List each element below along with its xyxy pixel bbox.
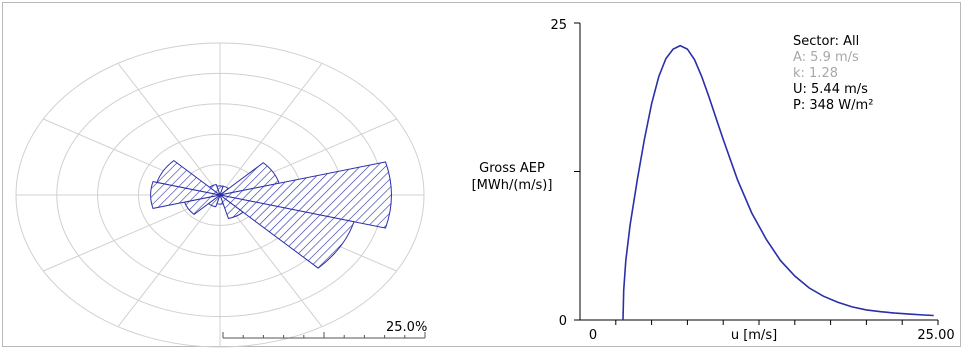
rose-sector-330: [208, 183, 222, 197]
wind-rose-sectors: [150, 159, 392, 269]
info-k: k: 1.28: [793, 66, 838, 81]
x-tick-label-right: 25.00: [917, 328, 954, 343]
x-tick-label-left: 0: [589, 328, 597, 343]
x-axis-label: u [m/s]: [731, 328, 777, 343]
wind-rose-scale-bar: [222, 332, 426, 339]
rose-spoke-150: [219, 194, 323, 327]
wind-rose-scale-label: 25.0%: [386, 320, 427, 335]
info-u: U: 5.44 m/s: [793, 82, 868, 97]
rose-sector-270: [150, 181, 221, 209]
rose-sector-150: [218, 193, 244, 220]
rose-spoke-210: [117, 194, 221, 327]
aep-series-line: [622, 44, 934, 321]
rose-spoke-30: [219, 63, 323, 196]
info-p: P: 348 W/m²: [793, 98, 873, 113]
rose-sector-120: [219, 194, 355, 269]
y-tick-label-top: 25: [550, 18, 567, 33]
info-sector: Sector: All: [793, 34, 859, 49]
rose-spoke-330: [117, 63, 221, 196]
rose-sector-300: [156, 159, 221, 196]
y-axis-label-line2: [MWh/(m/s)]: [472, 178, 553, 193]
rose-sector-90: [219, 161, 392, 229]
y-tick-label-bottom: 0: [559, 314, 567, 329]
info-a: A: 5.9 m/s: [793, 50, 859, 65]
chart-frame: [2, 2, 961, 347]
y-axis-label-line1: Gross AEP: [479, 161, 545, 176]
aep-axes: [574, 22, 939, 325]
